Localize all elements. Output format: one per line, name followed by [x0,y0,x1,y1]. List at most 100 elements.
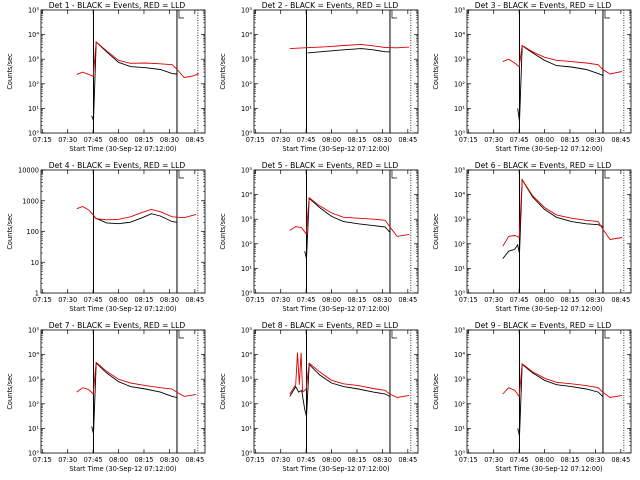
x-tick-label: 07:15 [246,296,265,304]
y-axis-label: Counts/sec [6,373,14,410]
chart-svg: 10⁰ 10¹ 10² 10³ 10⁴ 10⁵ 07:15 07:30 07:45 08:00 08… [6,1,206,153]
y-tick-label: 10⁵ [28,327,39,335]
x-tick-label: 07:45 [510,456,529,464]
y-tick-label: 10³ [28,376,39,384]
x-tick-label: 07:15 [246,136,265,144]
x-tick-label: 07:45 [510,136,529,144]
y-axis-label: Counts/sec [432,53,440,90]
plot-frame [40,329,206,454]
x-tick-label: 07:45 [84,296,103,304]
y-tick-label: 10¹ [241,425,252,433]
x-tick-label: 07:30 [484,296,503,304]
x-axis-label: Start Time (30-Sep-12 07:12:00) [69,145,176,153]
panel-title: Det 5 - BLACK = Events, RED = LLD [262,161,399,170]
y-tick-label: 10⁴ [28,31,39,39]
plot-frame [253,169,419,294]
y-axis-label: Counts/sec [6,53,14,90]
y-tick-label: 10³ [241,216,252,224]
x-tick-label: 08:30 [586,456,605,464]
y-tick-label: 10⁰ [241,130,252,138]
detector-panel-6: 10⁰ 10¹ 10² 10³ 10⁴ 10⁵ 07:15 07:30 07:45 08:00 08… [426,160,639,320]
y-tick-label: 10⁵ [241,167,252,175]
series-events-line [94,213,177,225]
x-tick-label: 07:15 [33,296,52,304]
y-tick-label: 10¹ [454,265,465,273]
x-tick-label: 08:30 [373,456,392,464]
x-tick-label: 08:00 [535,456,554,464]
y-tick-label: 10 [31,259,39,267]
plot-frame [466,169,632,294]
series-events-line [289,363,390,417]
x-tick-label: 08:30 [160,296,179,304]
x-tick-label: 08:15 [347,456,366,464]
x-tick-label: 07:45 [510,296,529,304]
y-tick-label: 10⁴ [241,351,252,359]
y-tick-label: 10³ [454,216,465,224]
x-tick-label: 07:30 [58,296,77,304]
panel-title: Det 6 - BLACK = Events, RED = LLD [475,161,612,170]
x-tick-label: 08:00 [322,296,341,304]
y-tick-label: 10⁵ [454,7,465,15]
x-tick-label: 07:45 [297,456,316,464]
y-tick-label: 10³ [454,56,465,64]
y-tick-label: 10⁴ [28,351,39,359]
panel-title: Det 7 - BLACK = Events, RED = LLD [49,321,186,330]
x-tick-label: 08:00 [535,136,554,144]
x-tick-label: 08:15 [560,136,579,144]
chart-svg: 1 10 100 1000 10000 07:15 07:30 07:45 08:00 08:15… [6,161,206,313]
x-tick-label: 08:00 [109,456,128,464]
series-events-line [502,178,603,259]
range-bracket [604,170,610,179]
x-tick-label: 07:30 [484,456,503,464]
series-events-line [517,44,603,122]
series-lld-line [76,41,200,78]
x-tick-label: 08:15 [134,296,153,304]
series-events-line [304,197,391,259]
x-tick-label: 08:45 [611,296,630,304]
x-tick-label: 08:00 [109,296,128,304]
y-tick-label: 10¹ [241,265,252,273]
x-tick-label: 08:00 [322,456,341,464]
plot-frame [253,329,419,454]
x-axis-label: Start Time (30-Sep-12 07:12:00) [282,465,389,473]
x-tick-label: 08:45 [185,296,204,304]
y-axis-label: Counts/sec [219,373,227,410]
y-axis-label: Counts/sec [432,213,440,250]
x-tick-label: 08:15 [347,296,366,304]
x-tick-label: 07:15 [33,136,52,144]
x-tick-label: 08:30 [586,296,605,304]
x-tick-label: 08:30 [160,456,179,464]
x-tick-label: 08:45 [398,296,417,304]
chart-svg: 10⁰ 10¹ 10² 10³ 10⁴ 10⁵ 07:15 07:30 07:45 08:00 08… [219,1,419,153]
chart-svg: 10⁰ 10¹ 10² 10³ 10⁴ 10⁵ 07:15 07:30 07:45 08:00 08… [219,161,419,313]
x-tick-label: 07:45 [84,456,103,464]
y-tick-label: 10⁰ [454,450,465,458]
x-axis-label: Start Time (30-Sep-12 07:12:00) [495,465,602,473]
x-axis-label: Start Time (30-Sep-12 07:12:00) [495,305,602,313]
x-axis-label: Start Time (30-Sep-12 07:12:00) [495,145,602,153]
detector-panel-3: 10⁰ 10¹ 10² 10³ 10⁴ 10⁵ 07:15 07:30 07:45 08:00 08… [426,0,639,160]
detector-panel-1: 10⁰ 10¹ 10² 10³ 10⁴ 10⁵ 07:15 07:30 07:45 08:00 08… [0,0,213,160]
x-axis-label: Start Time (30-Sep-12 07:12:00) [69,465,176,473]
y-tick-label: 10⁰ [28,130,39,138]
series-events-line [517,363,604,436]
y-tick-label: 10² [454,80,465,88]
y-axis-label: Counts/sec [219,53,227,90]
x-tick-label: 08:30 [160,136,179,144]
x-tick-label: 08:30 [373,296,392,304]
x-tick-label: 07:30 [484,136,503,144]
range-bracket [604,330,610,339]
detector-panel-5: 10⁰ 10¹ 10² 10³ 10⁴ 10⁵ 07:15 07:30 07:45 08:00 08… [213,160,426,320]
y-tick-label: 10¹ [28,105,39,113]
x-tick-label: 08:15 [560,456,579,464]
x-tick-label: 08:30 [586,136,605,144]
plot-frame [40,169,206,294]
y-tick-label: 10³ [28,56,39,64]
y-tick-label: 10⁴ [454,351,465,359]
y-tick-label: 10¹ [28,425,39,433]
range-bracket [391,170,397,179]
x-tick-label: 07:45 [297,296,316,304]
series-lld-line [289,196,410,237]
x-tick-label: 07:15 [459,296,478,304]
